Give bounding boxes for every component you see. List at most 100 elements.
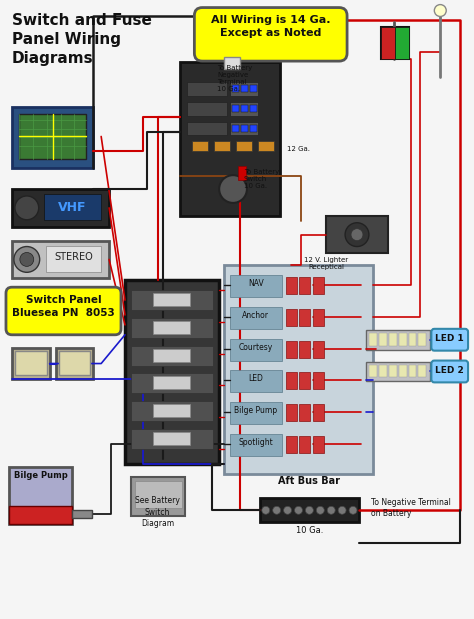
Text: 12 Ga.: 12 Ga. [287, 146, 310, 152]
Text: NAV: NAV [248, 279, 264, 288]
Bar [366, 330, 430, 350]
Bar [286, 436, 297, 452]
Bar [241, 85, 248, 92]
Bar [300, 340, 310, 358]
Bar [131, 401, 213, 421]
Circle shape [434, 4, 446, 17]
Bar [389, 365, 397, 378]
Text: All Wiring is 14 Ga.
Except as Noted: All Wiring is 14 Ga. Except as Noted [211, 14, 330, 38]
Bar [313, 436, 324, 452]
Bar [73, 510, 92, 518]
Text: Courtesy: Courtesy [239, 343, 273, 352]
Bar [153, 321, 191, 334]
Circle shape [338, 506, 346, 514]
Circle shape [262, 506, 270, 514]
Bar [286, 404, 297, 421]
Bar [230, 402, 282, 424]
Bar [241, 105, 248, 111]
Bar [12, 241, 109, 279]
Bar [232, 105, 239, 111]
Bar [313, 277, 324, 294]
Circle shape [294, 506, 302, 514]
Circle shape [15, 196, 39, 220]
Bar [131, 318, 213, 338]
Bar [258, 141, 273, 151]
Circle shape [327, 506, 335, 514]
Bar [230, 82, 258, 96]
Text: Switch Panel
Bluesea PN  8053: Switch Panel Bluesea PN 8053 [12, 295, 115, 318]
Bar [131, 345, 213, 366]
FancyBboxPatch shape [431, 360, 468, 383]
Bar [313, 373, 324, 389]
Circle shape [14, 246, 40, 272]
Bar [381, 27, 395, 59]
Bar [369, 365, 377, 378]
Bar [153, 404, 191, 417]
Bar [286, 340, 297, 358]
Text: LED 2: LED 2 [435, 366, 464, 374]
Bar [153, 376, 191, 389]
Bar [409, 365, 417, 378]
Text: Anchor: Anchor [242, 311, 269, 320]
Bar [15, 350, 46, 376]
Bar [236, 141, 252, 151]
Bar [230, 307, 282, 329]
FancyBboxPatch shape [431, 329, 468, 350]
Bar [230, 434, 282, 456]
Bar [232, 85, 239, 92]
Bar [399, 333, 407, 345]
Bar [381, 27, 409, 59]
Circle shape [349, 506, 357, 514]
Circle shape [351, 228, 363, 241]
Text: To Battery
Negative
Terminal
10 Ga.: To Battery Negative Terminal 10 Ga. [217, 65, 253, 92]
Bar [250, 105, 257, 111]
Bar [286, 277, 297, 294]
Bar [58, 350, 90, 376]
Text: STEREO: STEREO [54, 253, 93, 262]
Bar [19, 114, 86, 159]
Bar [224, 266, 373, 474]
Bar [214, 141, 230, 151]
Bar [135, 480, 182, 508]
Bar [12, 106, 93, 168]
Bar [131, 373, 213, 393]
Bar [238, 167, 246, 180]
Bar [409, 333, 417, 345]
Bar [9, 506, 73, 524]
Bar [250, 124, 257, 131]
Bar [181, 62, 280, 216]
Bar [379, 333, 387, 345]
Bar [9, 467, 73, 524]
Bar [44, 194, 101, 220]
Bar [153, 348, 191, 361]
Bar [187, 102, 227, 116]
Bar [131, 290, 213, 310]
Bar [232, 124, 239, 131]
Bar [131, 429, 213, 449]
Bar [395, 27, 409, 59]
Text: Aft Bus Bar: Aft Bus Bar [278, 477, 340, 487]
Bar [187, 82, 227, 96]
Text: VHF: VHF [58, 201, 87, 214]
Bar [313, 340, 324, 358]
Bar [286, 373, 297, 389]
Bar [369, 333, 377, 345]
Bar [125, 280, 219, 464]
Bar [230, 371, 282, 392]
Bar [389, 333, 397, 345]
Bar [300, 373, 310, 389]
Text: Bilge Pump: Bilge Pump [234, 406, 277, 415]
Bar [300, 404, 310, 421]
Text: See Battery
Switch
Diagram: See Battery Switch Diagram [135, 496, 180, 527]
Text: Switch and Fuse
Panel Wiring
Diagrams: Switch and Fuse Panel Wiring Diagrams [12, 12, 152, 66]
Bar [300, 277, 310, 294]
Bar [286, 309, 297, 326]
Bar [326, 216, 388, 253]
Circle shape [219, 175, 247, 203]
Bar [55, 348, 93, 379]
Circle shape [20, 253, 34, 266]
Circle shape [273, 506, 281, 514]
Bar [313, 309, 324, 326]
Bar [224, 57, 240, 69]
FancyBboxPatch shape [6, 287, 121, 335]
